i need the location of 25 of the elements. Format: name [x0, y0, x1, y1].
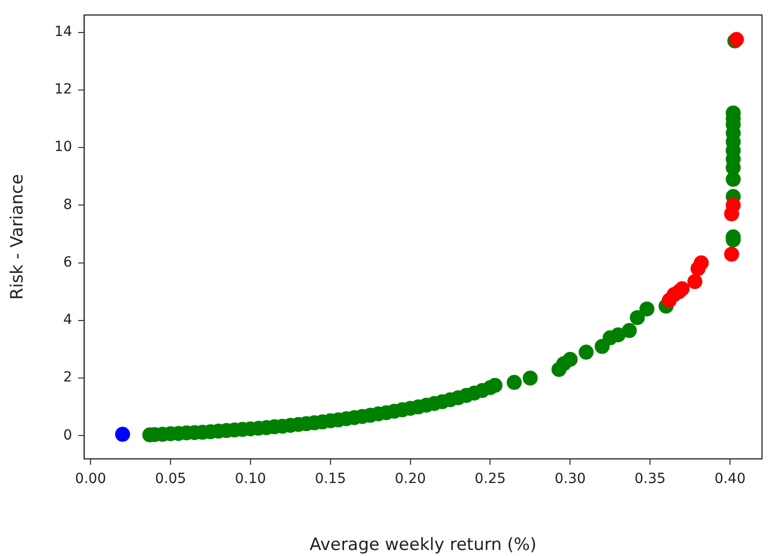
- x-tick-label: 0.05: [154, 470, 186, 487]
- x-tick-label: 0.20: [394, 470, 426, 487]
- x-tick-label: 0.10: [234, 470, 266, 487]
- x-tick-label: 0.00: [75, 470, 106, 487]
- y-tick-label: 2: [63, 370, 72, 386]
- y-tick-label: 0: [63, 427, 72, 444]
- point: [724, 246, 740, 262]
- y-tick-label: 14: [54, 24, 72, 40]
- x-tick-label: 0.30: [554, 470, 586, 487]
- x-axis-title: Average weekly return (%): [310, 535, 537, 556]
- x-tick-label: 0.40: [714, 470, 746, 487]
- point: [115, 426, 130, 442]
- y-tick-label: 12: [54, 82, 72, 98]
- y-tick-label: 10: [54, 139, 72, 156]
- y-tick-label: 4: [63, 312, 72, 328]
- x-tick-label: 0.25: [474, 470, 506, 487]
- y-axis-title: Risk - Variance: [8, 174, 28, 300]
- x-tick-label: 0.15: [314, 470, 346, 487]
- point: [674, 281, 690, 296]
- x-tick-label: 0.35: [634, 470, 666, 487]
- point: [687, 274, 702, 290]
- y-tick-label: 6: [63, 254, 72, 270]
- y-tick-label: 8: [63, 196, 72, 213]
- point: [726, 198, 741, 213]
- point: [694, 255, 709, 270]
